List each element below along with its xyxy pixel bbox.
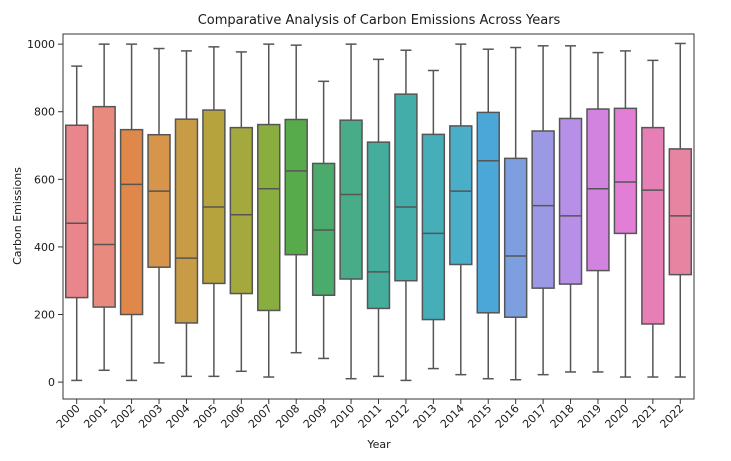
chart-title: Comparative Analysis of Carbon Emissions… [198,13,561,28]
iqr-box [284,118,308,256]
box-2017 [531,45,555,376]
box-2000 [64,65,89,382]
iqr-box [64,124,89,299]
y-axis-label: Carbon Emissions [11,167,24,265]
box-2005 [202,46,226,378]
box-2020 [613,50,638,378]
plot-frame [62,33,695,400]
box-2007 [257,43,281,378]
y-tick-label: 0 [48,376,55,389]
y-axis: 0 200 400 600 800 1000 [27,38,63,389]
box-2002 [119,43,144,382]
box-2001 [92,43,116,372]
iqr-box [613,107,638,235]
iqr-box [339,119,363,280]
iqr-box [202,109,226,285]
x-tick-label: 2015 [465,402,494,431]
x-tick-label: 2009 [301,402,330,431]
iqr-box [558,117,583,285]
x-tick-label: 2018 [548,402,577,431]
x-tick-label: 2021 [630,402,659,431]
iqr-box [257,123,281,312]
x-tick-label: 2007 [246,402,275,431]
x-tick-label: 2017 [520,402,549,431]
x-tick-label: 2008 [273,402,302,431]
x-axis-label: Year [366,438,391,451]
iqr-box [531,130,555,289]
iqr-box [449,125,473,266]
x-tick-label: 2011 [356,402,385,431]
x-tick-label: 2010 [328,402,357,431]
box-2009 [311,80,336,360]
box-2011 [366,58,391,378]
box-2008 [284,44,308,354]
box-2018 [558,45,583,373]
x-tick-label: 2012 [383,402,412,431]
x-tick-label: 2019 [575,402,604,431]
iqr-box [174,118,199,324]
x-tick-label: 2014 [438,402,467,431]
box-2004 [174,50,199,378]
x-tick-label: 2005 [191,402,220,431]
iqr-box [147,133,171,268]
y-tick-label: 200 [34,309,55,322]
iqr-box [421,133,446,321]
box-2016 [503,46,528,381]
box-2010 [339,43,363,380]
x-tick-label: 2016 [493,402,522,431]
box-2013 [421,69,446,370]
x-tick-label: 2004 [164,402,193,431]
x-axis: 2000200120022003200420052006200720082009… [54,399,686,431]
x-tick-label: 2001 [81,402,110,431]
box-2019 [586,51,610,373]
iqr-box [641,126,665,325]
box-2006 [229,51,254,373]
x-tick-label: 2022 [657,402,686,431]
boxes-layer [64,42,693,382]
box-2021 [641,59,665,378]
x-tick-label: 2006 [218,402,247,431]
box-2003 [147,47,171,364]
x-tick-label: 2000 [54,402,83,431]
x-tick-label: 2003 [136,402,165,431]
box-2022 [668,42,693,378]
x-tick-label: 2020 [603,402,632,431]
box-2015 [476,48,500,380]
iqr-box [586,108,610,272]
x-tick-label: 2002 [109,402,138,431]
iqr-box [119,128,144,316]
iqr-box [394,93,418,282]
y-tick-label: 1000 [27,38,55,51]
y-tick-label: 400 [34,241,55,254]
iqr-box [92,105,116,308]
iqr-box [476,111,500,314]
y-tick-label: 800 [34,106,55,119]
y-tick-label: 600 [34,173,55,186]
x-tick-label: 2013 [410,402,439,431]
iqr-box [366,141,391,310]
iqr-box [668,148,693,276]
iqr-box [229,126,254,295]
iqr-box [503,157,528,318]
box-2014 [449,43,473,376]
box-2012 [394,49,418,382]
